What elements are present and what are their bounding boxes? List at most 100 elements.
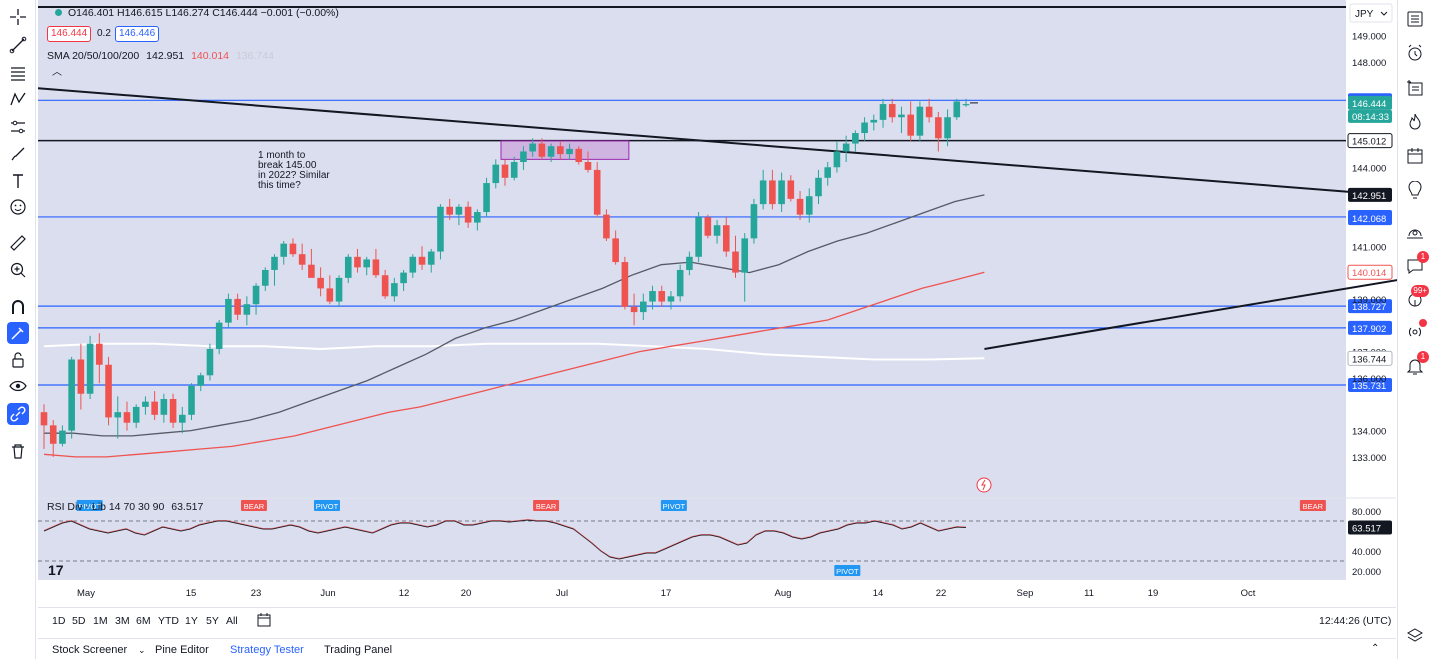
rsi-value-tag	[1348, 520, 1392, 535]
tab-pine-editor[interactable]: Pine Editor	[155, 644, 209, 656]
stay-in-drawing-mode-icon[interactable]	[7, 322, 29, 344]
level-price-label: 135.731	[1352, 381, 1386, 392]
candle-body	[750, 204, 758, 239]
currency-label[interactable]: JPY	[1355, 9, 1374, 20]
chevron-down-icon[interactable]: ⌄	[138, 645, 146, 655]
calendar-icon[interactable]	[1403, 144, 1427, 168]
chat-icon[interactable]: 1	[1403, 251, 1429, 278]
candle-body	[437, 206, 444, 252]
watchlist-icon[interactable]	[1403, 7, 1427, 31]
collapse-legend-icon[interactable]: ︿	[52, 67, 62, 78]
eye-icon[interactable]	[7, 375, 29, 397]
sell-price-chip[interactable]: 146.444	[47, 26, 92, 42]
candle-body	[169, 399, 177, 423]
time-axis-tick: Jun	[320, 588, 335, 599]
level-price-tag	[1348, 320, 1392, 335]
magnet-icon[interactable]	[7, 296, 29, 318]
price-axis-tick: 144.000	[1352, 163, 1386, 174]
timeframe-ytd[interactable]: YTD	[158, 615, 179, 627]
chart-annotation-text: in 2022? Similar	[258, 170, 330, 181]
trend-line-icon[interactable]	[7, 34, 29, 56]
candle-body	[824, 167, 831, 178]
candle-body	[197, 375, 205, 386]
candle-body	[575, 148, 583, 162]
streams-icon[interactable]	[1403, 222, 1427, 246]
hotlist-flame-icon[interactable]	[1403, 110, 1427, 134]
sma-200-line	[43, 342, 985, 361]
candle-body	[649, 291, 656, 302]
time-axis-tick: 20	[461, 588, 472, 599]
time-axis-tick: 15	[186, 588, 197, 599]
layers-icon[interactable]	[1403, 624, 1427, 648]
candle-body	[695, 217, 702, 257]
tab-stock-screener[interactable]: Stock Screener	[52, 644, 128, 656]
time-axis-tick: 11	[1084, 588, 1094, 599]
timeframe-3m[interactable]: 3M	[115, 615, 130, 627]
lock-icon[interactable]	[7, 349, 29, 371]
candle-body	[510, 162, 518, 178]
tab-strategy-tester[interactable]: Strategy Tester	[230, 644, 304, 656]
candle-body	[759, 180, 767, 205]
ruler-icon[interactable]	[7, 232, 29, 254]
candle-body	[96, 343, 103, 365]
divergence-label: PIVOT	[316, 502, 339, 511]
buy-price-chip[interactable]: 146.446	[115, 26, 160, 42]
time-axis-tick: 12	[399, 588, 410, 599]
tab-trading-panel[interactable]: Trading Panel	[324, 644, 393, 656]
time-axis-tick: 14	[873, 588, 884, 599]
price-axis	[1346, 0, 1397, 580]
candle-body	[566, 148, 573, 155]
notifications-badge: 1	[1417, 351, 1429, 363]
rsi-axis-tick: 40.000	[1352, 547, 1381, 558]
divergence-label: PIVOT	[78, 502, 101, 511]
rsi-signal-line	[43, 518, 967, 559]
candle-body	[49, 425, 57, 444]
alarm-clock-icon[interactable]	[1403, 41, 1427, 65]
crosshair-icon[interactable]	[7, 6, 29, 28]
candle-body	[538, 143, 546, 157]
emoji-icon[interactable]	[7, 196, 29, 218]
data-window-icon[interactable]	[1403, 76, 1427, 100]
collapse-panel-icon[interactable]: ⌃	[1371, 643, 1380, 654]
prediction-tool-icon[interactable]	[7, 116, 29, 138]
broadcast-icon[interactable]	[1403, 319, 1427, 344]
sma-50-line	[43, 271, 985, 458]
candle-body	[501, 164, 509, 178]
timeframe-1m[interactable]: 1M	[93, 615, 108, 627]
timeframe-1y[interactable]: 1Y	[185, 615, 198, 627]
level-price-tag	[1348, 378, 1392, 393]
candle-body	[898, 114, 905, 118]
zoom-in-icon[interactable]	[7, 259, 29, 281]
chart-canvas[interactable]: 146.543145.012142.113138.727137.902135.7…	[36, 0, 1397, 607]
notifications-bell-icon[interactable]: 1	[1403, 351, 1429, 378]
candle-body	[593, 169, 601, 215]
candle-body	[418, 256, 426, 265]
indicator-price-tag	[1348, 187, 1392, 202]
ideas-stream-icon[interactable]: 99+	[1403, 285, 1429, 312]
price-axis-tick: 139.000	[1352, 295, 1386, 306]
candle-body	[261, 269, 269, 286]
ideas-lightbulb-icon[interactable]	[1403, 179, 1427, 203]
currency-selector[interactable]	[1349, 3, 1393, 23]
utc-clock[interactable]: 12:44:26 (UTC)	[1319, 615, 1392, 627]
timeframe-5d[interactable]: 5D	[72, 615, 86, 627]
trendline	[37, 87, 1372, 195]
brush-icon[interactable]	[7, 143, 29, 165]
date-range-icon[interactable]	[256, 612, 272, 631]
candle-body	[427, 251, 435, 265]
timeframe-all[interactable]: All	[226, 615, 238, 627]
text-tool-icon[interactable]	[7, 170, 29, 192]
timeframe-5y[interactable]: 5Y	[206, 615, 219, 627]
link-icon[interactable]	[7, 403, 29, 425]
candle-body	[879, 104, 887, 120]
divergence-label: BEAR	[1303, 502, 1324, 511]
time-axis-tick: 17	[661, 588, 672, 599]
timeframe-1d[interactable]: 1D	[52, 615, 66, 627]
timeframe-6m[interactable]: 6M	[136, 615, 151, 627]
fib-retracement-icon[interactable]	[7, 62, 29, 84]
candle-body	[658, 291, 666, 302]
candle-body	[123, 412, 131, 423]
candle-body	[805, 196, 813, 215]
pattern-icon[interactable]	[7, 88, 29, 110]
trash-icon[interactable]	[7, 440, 29, 462]
